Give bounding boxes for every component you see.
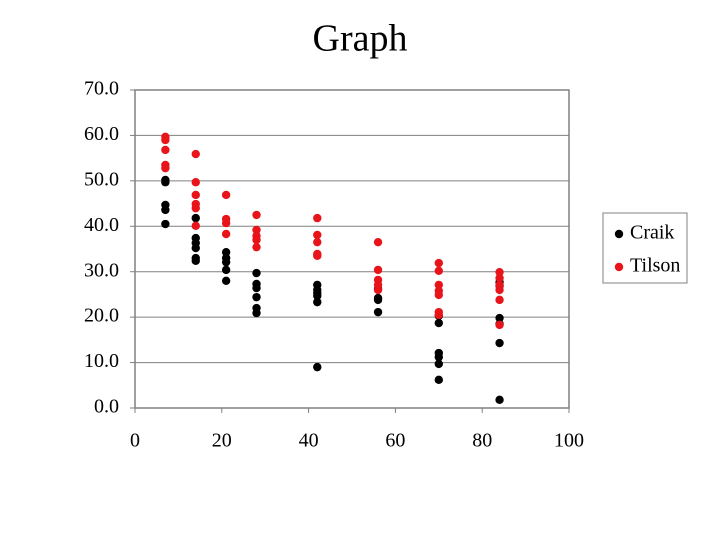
point [373, 307, 383, 317]
point [313, 251, 322, 261]
point [252, 283, 261, 293]
x-tick-label: 80 [472, 430, 492, 452]
legend-marker [614, 229, 624, 239]
point [191, 178, 200, 187]
point [252, 225, 261, 235]
y-tick-label: 40.0 [84, 214, 119, 236]
point [434, 359, 443, 369]
point [161, 145, 170, 155]
point [434, 375, 443, 385]
point [495, 273, 504, 283]
point [495, 267, 504, 277]
point [373, 237, 383, 247]
point [434, 280, 443, 290]
point [495, 285, 504, 295]
point [221, 265, 231, 275]
point [434, 318, 443, 328]
point [191, 243, 200, 253]
point [221, 229, 231, 239]
point [191, 190, 200, 200]
x-tick-label: 40 [299, 430, 319, 452]
point [495, 313, 504, 323]
point [161, 205, 170, 215]
point [313, 237, 322, 247]
point [495, 395, 504, 405]
point [313, 213, 322, 223]
point [373, 295, 383, 305]
y-tick-label: 0.0 [94, 396, 119, 418]
point [434, 310, 443, 320]
point [161, 163, 170, 173]
point [221, 190, 231, 200]
y-tick-label: 70.0 [84, 78, 119, 100]
point [313, 291, 322, 300]
x-tick-label: 100 [554, 430, 584, 452]
point [191, 221, 200, 231]
point [191, 256, 200, 266]
point [191, 149, 200, 159]
point [221, 218, 231, 228]
y-tick-label: 30.0 [84, 259, 119, 281]
chart-title: Graph [313, 18, 408, 60]
y-tick-label: 50.0 [84, 168, 119, 190]
point [434, 290, 443, 300]
x-tick-label: 60 [385, 430, 405, 452]
point [313, 230, 322, 240]
point [161, 178, 170, 187]
point [252, 242, 261, 252]
y-tick-label: 10.0 [84, 350, 119, 372]
point [252, 308, 261, 318]
point [495, 320, 504, 330]
point [191, 203, 200, 213]
point [221, 257, 231, 267]
point [434, 258, 443, 268]
point [221, 276, 231, 285]
point [434, 266, 443, 276]
point [313, 297, 322, 307]
y-tick-label: 60.0 [84, 123, 119, 145]
legend-box [602, 212, 688, 284]
point [191, 213, 200, 223]
point [252, 210, 261, 220]
point [495, 338, 504, 348]
legend-label: Craik [630, 222, 674, 244]
point [161, 219, 170, 229]
point [252, 292, 261, 302]
point [313, 362, 322, 372]
point [373, 285, 383, 295]
point [495, 295, 504, 305]
point [252, 235, 261, 245]
y-tick-label: 20.0 [84, 305, 119, 327]
point [161, 135, 170, 145]
point [221, 247, 231, 257]
x-tick-label: 20 [212, 430, 232, 452]
point [434, 352, 443, 362]
legend-marker [614, 262, 624, 272]
plot-area [134, 89, 570, 409]
legend-label: Tilson [630, 255, 680, 277]
point [252, 268, 261, 278]
point [373, 265, 383, 275]
x-tick-label: 0 [130, 430, 140, 452]
